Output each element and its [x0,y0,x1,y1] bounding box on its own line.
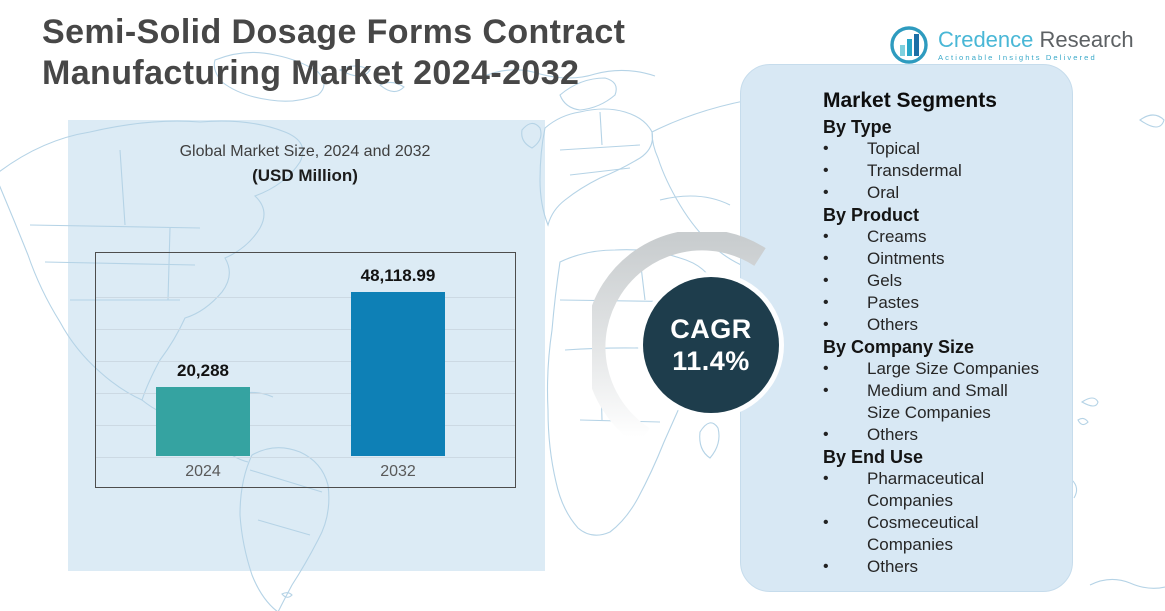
segment-item-label: Pharmaceutical Companies [867,469,985,510]
segment-item: • Creams [823,226,1056,248]
segment-item: • Gels [823,270,1056,292]
segment-item-label: Oral [867,183,900,202]
bar-value-label: 48,118.99 [360,266,436,285]
segment-group-label: By Company Size [823,337,975,357]
chart-plot: 20,288 2024 48,118.99 2032 [95,252,516,488]
market-segments-panel: Market Segments By Type • Topical • Transder… [740,64,1073,592]
bar-category-label: 2032 [380,463,416,480]
bar-value-label: 20,288 [177,361,229,380]
segment-item-label: Others [867,557,919,576]
cagr-label: CAGR [670,314,752,344]
chart-gridline [96,425,515,426]
brand-name-secondary: Research [1039,26,1134,52]
brand-text: Credence Research Actionable Insights De… [938,26,1134,62]
segment-item-label: Gels [867,271,902,290]
brand-tagline: Actionable Insights Delivered [938,52,1097,62]
brand-logo: Credence Research Actionable Insights De… [888,24,1134,66]
segment-item-label: Pastes [867,293,919,312]
segment-item: • Pastes [823,292,1056,314]
segment-item: • Medium and Small Size Companies [823,380,1056,424]
segment-item-label: Topical [867,139,920,158]
segments-title: Market Segments [823,89,997,112]
segment-item: • Transdermal [823,160,1056,182]
bullet-icon: • [823,140,829,157]
segment-item-label: Large Size Companies [867,359,1039,378]
segment-item: • Large Size Companies [823,358,1056,380]
bullet-icon: • [823,184,829,201]
chart-gridline [96,457,515,458]
segment-item: • Others [823,424,1056,446]
segment-item: • Pharmaceutical Companies [823,468,1056,512]
chart-gridline [96,393,515,394]
segments-groups: By Type • Topical • Transdermal • Oral By Produ… [823,116,1056,578]
segment-item-label: Medium and Small Size Companies [867,381,1008,422]
segment-item-label: Creams [867,227,927,246]
bullet-icon: • [823,470,829,487]
bullet-icon: • [823,272,829,289]
bullet-icon: • [823,316,829,333]
bullet-icon: • [823,382,829,399]
cagr-badge: CAGR 11.4% [643,277,779,413]
bullet-icon: • [823,250,829,267]
segment-item-label: Others [867,315,919,334]
segment-item-label: Others [867,425,919,444]
bullet-icon: • [823,360,829,377]
segment-item: • Cosmeceutical Companies [823,512,1056,556]
segment-item-label: Ointments [867,249,945,268]
chart-subtitle: (USD Million) [252,166,358,185]
bar-chart-circle-icon [890,26,928,64]
segment-item-label: Transdermal [867,161,962,180]
chart-gridline [96,329,515,330]
bullet-icon: • [823,228,829,245]
brand-name-primary: Credence [938,26,1034,52]
chart-bar-2024 [156,387,250,456]
chart-gridline [96,361,515,362]
chart-gridline [96,297,515,298]
bullet-icon: • [823,162,829,179]
bullet-icon: • [823,426,829,443]
chart-bar-2032 [351,292,445,456]
segment-group-label: By End Use [823,447,924,467]
segment-item: • Others [823,314,1056,336]
segment-item: • Oral [823,182,1056,204]
bar-category-label: 2024 [185,463,221,480]
segment-group-label: By Product [823,205,920,225]
segment-group-label: By Type [823,117,892,137]
bullet-icon: • [823,514,829,531]
chart-title: Global Market Size, 2024 and 2032 [179,143,431,160]
bullet-icon: • [823,294,829,311]
segment-item: • Others [823,556,1056,578]
segment-item: • Ointments [823,248,1056,270]
segment-item-label: Cosmeceutical Companies [867,513,979,554]
bullet-icon: • [823,558,829,575]
segment-item: • Topical [823,138,1056,160]
cagr-value: 11.4% [672,346,750,376]
page-title: Semi-Solid Dosage Forms Contract Manufac… [42,13,626,92]
